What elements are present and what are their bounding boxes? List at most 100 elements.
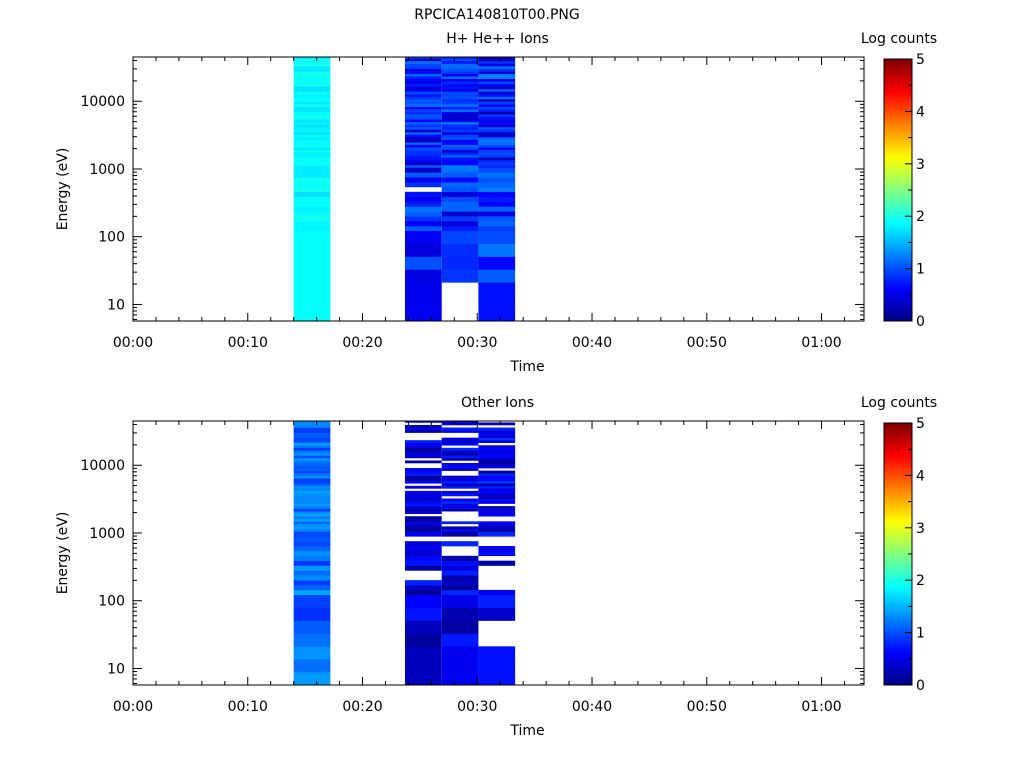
heatmap-cell xyxy=(404,565,442,571)
heatmap-cell xyxy=(404,555,442,561)
heatmap-cell xyxy=(293,282,331,296)
colorbar-segment xyxy=(884,181,912,184)
heatmap-cell xyxy=(478,111,516,115)
heatmap-cell xyxy=(293,508,331,512)
heatmap-cell xyxy=(441,503,479,507)
colorbar-segment xyxy=(884,669,912,673)
heatmap-cell xyxy=(441,124,479,128)
heatmap-cell xyxy=(293,455,331,459)
heatmap-cell xyxy=(441,580,479,586)
heatmap-cell xyxy=(441,93,479,97)
colorbar-segment xyxy=(884,538,912,542)
colorbar-segment xyxy=(884,593,912,596)
colorbar-tick-label: 3 xyxy=(916,157,925,173)
heatmap-cell xyxy=(404,221,442,227)
heatmap-cell xyxy=(293,485,331,489)
heatmap-cell xyxy=(293,501,331,504)
colorbar-segment xyxy=(884,85,912,88)
heatmap-cell xyxy=(404,495,442,499)
colorbar-segment xyxy=(884,556,912,559)
colorbar-segment xyxy=(884,602,912,605)
colorbar-segment xyxy=(884,131,912,134)
heatmap-cell xyxy=(441,86,479,90)
panel-title: Other Ions xyxy=(461,395,534,411)
heatmap-cell xyxy=(404,282,442,296)
heatmap-cell xyxy=(293,511,331,515)
colorbar-segment xyxy=(884,216,912,219)
heatmap-cell xyxy=(478,490,516,494)
heatmap-cell xyxy=(404,119,442,123)
heatmap-cell xyxy=(441,137,479,140)
heatmap-cell xyxy=(478,465,516,469)
heatmap-cell xyxy=(293,445,331,449)
heatmap-cell xyxy=(404,86,442,90)
heatmap-cell xyxy=(293,99,331,102)
heatmap-cell xyxy=(441,114,479,118)
heatmap-cell xyxy=(404,672,442,686)
heatmap-cell xyxy=(293,531,331,537)
heatmap-cell xyxy=(404,96,442,100)
heatmap-cell xyxy=(441,430,479,433)
heatmap-cell xyxy=(478,445,516,449)
heatmap-cell xyxy=(478,531,516,537)
heatmap-cell xyxy=(441,99,479,102)
heatmap-cell xyxy=(478,182,516,188)
colorbar-segment xyxy=(884,133,912,136)
colorbar-segment xyxy=(884,532,912,535)
colorbar-segment xyxy=(884,486,912,489)
heatmap-cell xyxy=(404,468,442,471)
heatmap-cell xyxy=(478,447,516,451)
heatmap-cell xyxy=(404,541,442,547)
heatmap-cell xyxy=(478,106,516,110)
colorbar-segment xyxy=(884,499,912,503)
heatmap-cell xyxy=(404,88,442,92)
panel-other-ions: 00:00 00:10 00:20 00:30 00:40 00:50 01:00 Time 1… xyxy=(55,395,937,739)
heatmap-cell xyxy=(293,68,331,72)
colorbar-segment xyxy=(884,636,912,640)
heatmap-cell xyxy=(404,57,442,59)
colorbar-segment xyxy=(884,612,912,616)
heatmap-cell xyxy=(404,659,442,673)
heatmap-cell xyxy=(478,646,516,660)
heatmap-cell xyxy=(404,68,442,72)
heatmap-cell xyxy=(293,490,331,494)
colorbar-segment xyxy=(884,238,912,241)
colorbar-segment xyxy=(884,259,912,263)
heatmap-cell xyxy=(293,498,331,502)
colorbar-segment xyxy=(884,582,912,586)
heatmap-cell xyxy=(293,147,331,151)
heatmap-cell xyxy=(478,206,516,212)
colorbar-segment xyxy=(884,564,912,568)
heatmap-cell xyxy=(404,99,442,102)
colorbar-segment xyxy=(884,307,912,311)
colorbar-segment xyxy=(884,527,912,531)
colorbar-segment xyxy=(884,453,912,457)
heatmap-cell xyxy=(293,182,331,188)
heatmap-cell xyxy=(404,580,442,586)
colorbar-segment xyxy=(884,573,912,577)
heatmap-cell xyxy=(404,503,442,507)
colorbar-segment xyxy=(884,305,912,309)
colorbar-segment xyxy=(884,122,912,125)
colorbar-segment xyxy=(884,569,912,572)
heatmap-cell xyxy=(478,63,516,67)
heatmap-cell xyxy=(441,225,479,232)
colorbar-segment xyxy=(884,218,912,222)
y-axis: 10 100 1000 10000 Energy (eV) xyxy=(55,423,864,684)
heatmap-cell xyxy=(478,455,516,459)
colorbar-segment xyxy=(884,523,912,527)
heatmap-cell xyxy=(441,230,479,244)
heatmap-cell xyxy=(293,129,331,133)
colorbar-segment xyxy=(884,519,912,522)
heatmap-cell xyxy=(441,121,479,125)
heatmap-cell xyxy=(441,498,479,502)
heatmap-cell xyxy=(478,101,516,105)
colorbar-segment xyxy=(884,457,912,461)
heatmap-cell xyxy=(293,60,331,64)
heatmap-cell xyxy=(293,216,331,222)
colorbar-segment xyxy=(884,203,912,206)
colorbar-segment xyxy=(884,266,912,270)
colorbar-segment xyxy=(884,107,912,110)
colorbar-segment xyxy=(884,449,912,452)
colorbar-segment xyxy=(884,514,912,518)
